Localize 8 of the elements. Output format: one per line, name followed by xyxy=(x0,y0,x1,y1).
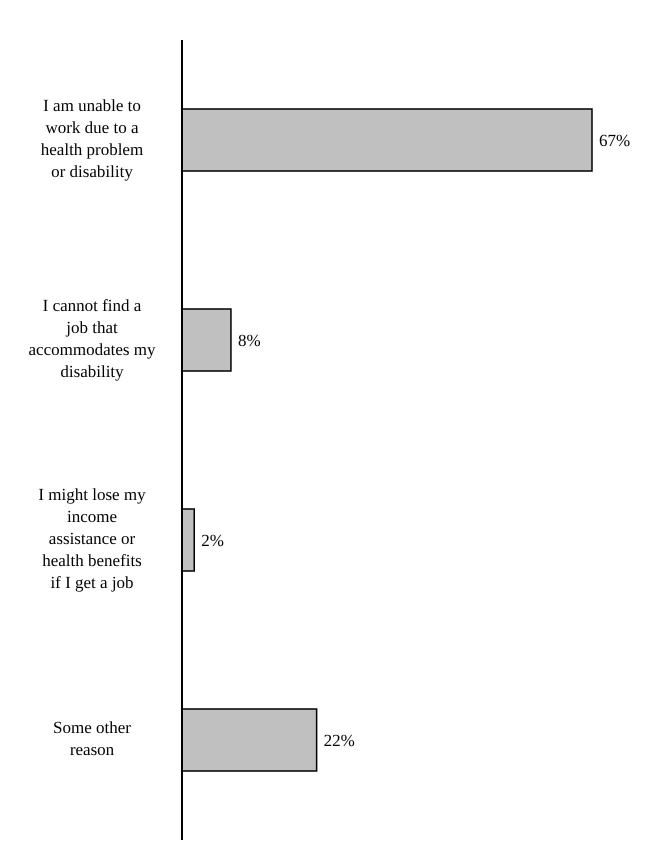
data-label: 22% xyxy=(324,731,355,750)
y-tick-label: I cannot find a job that accommodates my disability xyxy=(28,296,156,381)
data-label: 2% xyxy=(201,531,224,550)
data-label: 8% xyxy=(238,331,261,350)
data-label: 67% xyxy=(599,131,630,150)
y-tick-label: Some other reason xyxy=(53,718,132,759)
y-tick-label: I might lose my income assistance or health benefits if I get a job xyxy=(38,484,146,592)
y-tick-label: I am unable to work due to a health problem or disability xyxy=(40,96,144,181)
